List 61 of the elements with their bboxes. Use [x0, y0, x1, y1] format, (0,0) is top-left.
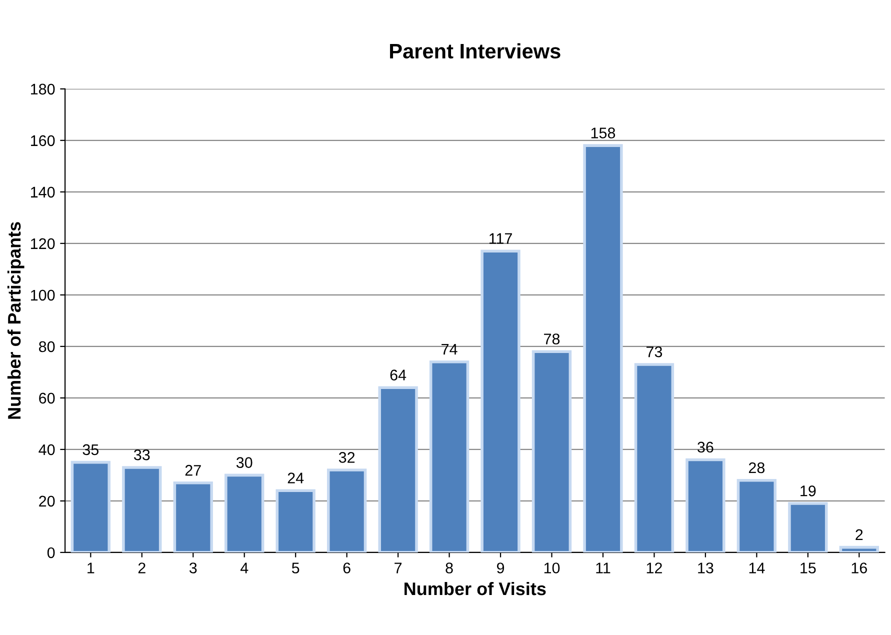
y-tick-label: 120 — [31, 238, 55, 250]
x-axis-title: Number of Visits — [404, 582, 546, 596]
x-tick-label: 9 — [496, 562, 504, 574]
x-tick-label: 12 — [646, 562, 662, 574]
y-axis-title: Number of Participants — [7, 222, 24, 419]
bar — [583, 144, 623, 552]
y-tick-label: 100 — [31, 290, 55, 301]
data-label: 27 — [185, 464, 201, 476]
y-tick-label: 60 — [39, 392, 55, 404]
x-tick-label: 13 — [698, 562, 714, 574]
y-tick-label: 180 — [31, 84, 55, 95]
x-tick-label: 11 — [596, 562, 610, 574]
bar — [634, 363, 674, 552]
x-tick-label: 16 — [852, 562, 867, 574]
data-label: 30 — [236, 457, 252, 468]
data-label: 73 — [646, 346, 662, 358]
data-label: 64 — [390, 370, 406, 380]
bar — [839, 546, 879, 552]
data-label: 32 — [338, 452, 355, 463]
bar — [686, 458, 726, 552]
data-label: 24 — [288, 472, 304, 484]
x-tick-label: 15 — [800, 562, 816, 574]
data-label: 74 — [442, 344, 458, 355]
data-label: 117 — [490, 233, 512, 244]
data-label: 158 — [591, 128, 616, 138]
x-tick-label: 7 — [394, 562, 402, 574]
x-tick-label: 8 — [446, 562, 453, 574]
bar — [736, 478, 777, 552]
x-tick-label: 4 — [240, 562, 248, 574]
x-tick-label: 5 — [292, 562, 300, 574]
y-tick-label: 160 — [31, 135, 55, 146]
x-tick-label: 14 — [749, 562, 765, 574]
bar — [224, 474, 264, 552]
y-tick-label: 40 — [38, 444, 55, 456]
bar — [429, 360, 470, 552]
x-tick-label: 6 — [343, 562, 350, 574]
data-label: 35 — [82, 444, 99, 456]
bar — [788, 502, 828, 552]
x-tick-label: 10 — [544, 562, 560, 574]
chart-title: Parent Interviews — [390, 43, 560, 59]
y-tick-label: 80 — [38, 341, 55, 352]
bar — [326, 468, 367, 552]
y-tick-label: 0 — [47, 547, 55, 558]
data-label: 78 — [544, 334, 560, 344]
data-label: 28 — [748, 462, 765, 474]
x-tick-label: 2 — [138, 562, 146, 574]
bar — [276, 489, 316, 552]
y-tick-label: 20 — [39, 496, 55, 507]
y-tick-label: 140 — [31, 186, 55, 198]
data-label: 19 — [800, 486, 816, 496]
data-label: 33 — [134, 449, 150, 460]
bar — [532, 350, 572, 552]
data-label: 36 — [698, 442, 714, 453]
bar — [173, 482, 213, 552]
bar — [122, 466, 162, 552]
x-tick-label: 3 — [189, 562, 197, 574]
x-tick-label: 1 — [88, 562, 94, 574]
bar — [378, 386, 418, 552]
data-label: 2 — [856, 529, 863, 540]
bar — [480, 250, 520, 552]
bar — [70, 460, 110, 552]
